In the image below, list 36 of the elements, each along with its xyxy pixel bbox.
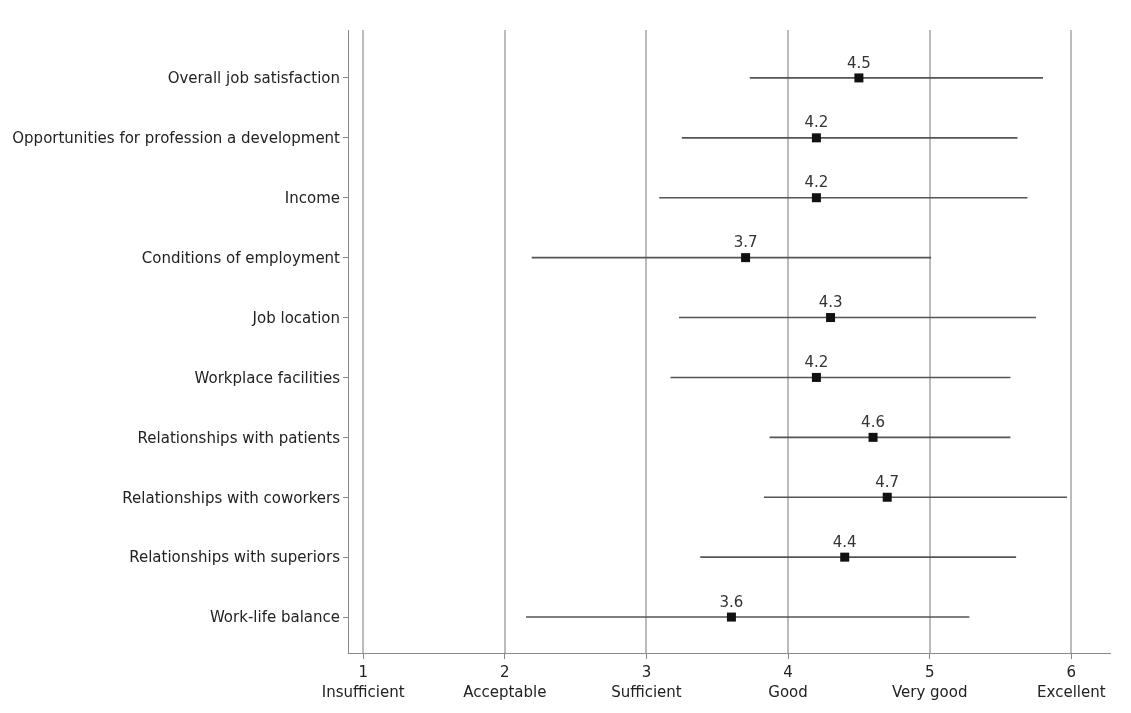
data-label: 4.6: [861, 412, 885, 431]
y-tick-label: Relationships with superiors: [129, 548, 341, 567]
point: [854, 73, 864, 83]
point: [811, 372, 821, 382]
y-tick-label: Conditions of employment: [141, 248, 341, 267]
data-label: 4.2: [804, 113, 829, 132]
y-tick-label: Relationships with coworkers: [122, 488, 341, 507]
point: [826, 313, 836, 323]
data-label: 4.4: [832, 532, 857, 551]
y-tick-label: Relationships with patients: [137, 428, 341, 447]
point: [741, 253, 751, 263]
x-tick-label: 2 Acceptable: [463, 663, 547, 701]
x-tick-label: 6 Excellent: [1037, 663, 1106, 701]
x-tick-label: 3 Sufficient: [611, 663, 682, 701]
data-label: 4.2: [804, 173, 829, 192]
data-label: 3.6: [719, 592, 744, 611]
x-tick-label: 5 Very good: [891, 663, 968, 701]
y-tick-label: Work-life balance: [209, 608, 340, 627]
data-label: 4.2: [804, 353, 829, 372]
point: [811, 133, 821, 143]
y-tick-label: Income: [284, 188, 340, 207]
data-label: 4.3: [818, 293, 843, 312]
point: [882, 492, 892, 502]
y-tick-label: Opportunities for profession a development: [12, 129, 341, 148]
point: [811, 193, 821, 203]
y-tick-label: Overall job satisfaction: [167, 69, 340, 88]
x-tick-label: 4 Good: [768, 663, 808, 701]
data-label: 3.7: [733, 233, 758, 252]
point: [726, 612, 736, 622]
y-tick-label: Job location: [251, 308, 340, 327]
x-tick-label: 1 Insufficient: [321, 663, 405, 701]
point: [840, 552, 850, 562]
data-label: 4.5: [846, 53, 871, 72]
point: [868, 432, 878, 442]
data-label: 4.7: [875, 472, 900, 491]
y-tick-label: Workplace facilities: [194, 368, 341, 387]
